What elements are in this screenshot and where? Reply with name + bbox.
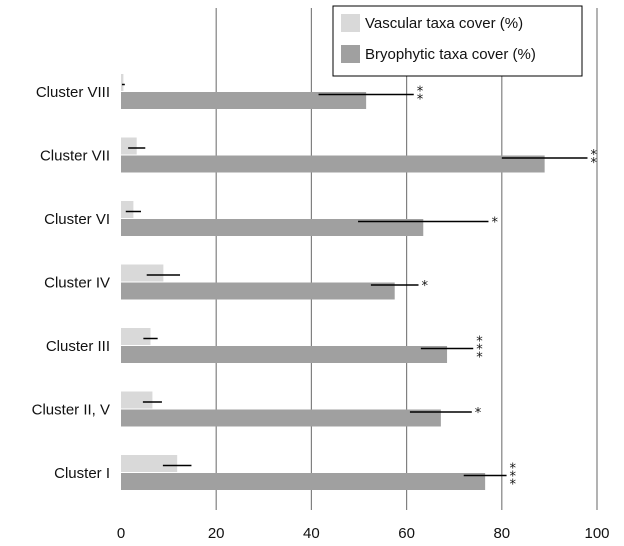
significance-mark-3-0: * xyxy=(422,279,429,294)
significance-mark-0-1: * xyxy=(417,93,424,108)
significance-mark-6-2: * xyxy=(510,478,517,493)
category-label-6: Cluster I xyxy=(54,465,110,482)
legend-label-1: Bryophytic taxa cover (%) xyxy=(365,46,536,63)
bar-bryophytic-6 xyxy=(121,473,486,490)
bar-vascular-6 xyxy=(121,455,178,472)
significance-mark-6-0: * xyxy=(510,462,517,477)
bars xyxy=(121,74,545,490)
bar-bryophytic-2 xyxy=(121,219,424,236)
significance-mark-4-1: * xyxy=(476,343,483,358)
error-bars xyxy=(121,83,588,477)
bar-vascular-1 xyxy=(121,137,137,155)
significance-mark-1-1: * xyxy=(590,156,597,171)
bar-bryophytic-1 xyxy=(121,155,545,173)
category-label-2: Cluster VI xyxy=(44,211,110,228)
grid-lines xyxy=(215,8,598,510)
significance-mark-0-0: * xyxy=(417,85,424,100)
significance-mark-4-0: * xyxy=(476,335,483,350)
x-tick-label-40: 40 xyxy=(303,525,320,542)
significance-mark-2-0: * xyxy=(491,216,498,231)
x-tick-label-20: 20 xyxy=(208,525,225,542)
bar-vascular-3 xyxy=(121,264,164,282)
significance-mark-6-1: * xyxy=(510,470,517,485)
legend-swatch-1 xyxy=(341,45,360,63)
bar-bryophytic-5 xyxy=(121,409,441,427)
x-tick-label-60: 60 xyxy=(398,525,415,542)
significance-mark-5-0: * xyxy=(475,406,482,421)
category-label-4: Cluster III xyxy=(46,338,110,355)
category-label-5: Cluster II, V xyxy=(32,402,110,419)
bar-vascular-2 xyxy=(121,201,134,218)
bar-bryophytic-4 xyxy=(121,346,448,363)
x-tick-labels: 0 20 40 60 80 100 xyxy=(117,525,610,542)
legend-label-0: Vascular taxa cover (%) xyxy=(365,15,523,32)
significance-marks: ************* xyxy=(417,85,598,493)
x-tick-label-80: 80 xyxy=(493,525,510,542)
bar-bryophytic-3 xyxy=(121,282,395,300)
category-label-1: Cluster VII xyxy=(40,148,110,165)
legend: Vascular taxa cover (%) Bryophytic taxa c… xyxy=(332,5,583,77)
category-label-3: Cluster IV xyxy=(44,275,110,292)
bar-vascular-4 xyxy=(121,328,151,345)
category-labels: Cluster VIII Cluster VII Cluster VI Cluster… xyxy=(32,84,110,482)
legend-box xyxy=(332,5,583,77)
category-label-0: Cluster VIII xyxy=(36,84,110,101)
significance-mark-1-0: * xyxy=(590,148,597,163)
significance-mark-4-2: * xyxy=(476,351,483,366)
x-tick-label-100: 100 xyxy=(584,525,609,542)
legend-swatch-0 xyxy=(341,14,360,32)
x-tick-label-0: 0 xyxy=(117,525,125,542)
bar-bryophytic-0 xyxy=(121,92,367,109)
bar-vascular-5 xyxy=(121,391,153,409)
bar-vascular-0 xyxy=(121,74,124,91)
